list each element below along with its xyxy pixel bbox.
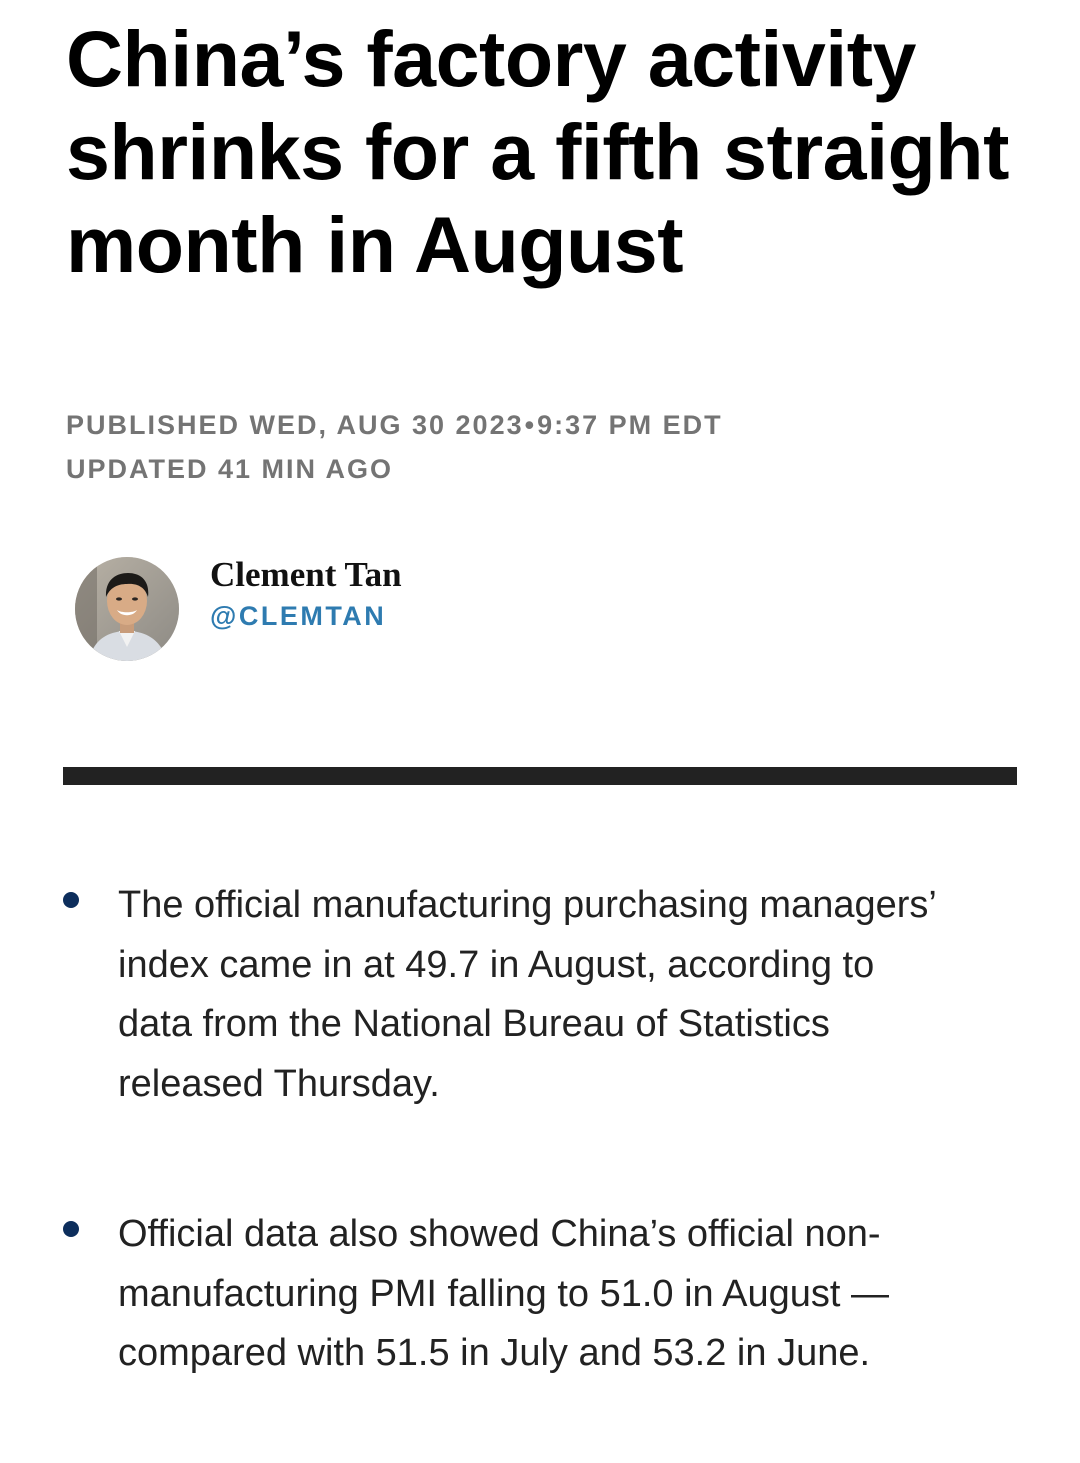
published-time: 9:37 PM EDT	[537, 410, 723, 440]
headline: China’s factory activity shrinks for a f…	[66, 14, 1009, 289]
author-name[interactable]: Clement Tan	[210, 555, 402, 594]
section-divider	[63, 767, 1017, 785]
key-point-text: The official manufacturing purchasing ma…	[118, 884, 936, 1105]
author-byline: Clement Tan @CLEMTAN	[75, 555, 675, 663]
author-twitter-handle[interactable]: @CLEMTAN	[210, 601, 387, 631]
updated-timestamp: UPDATED 41 MIN AGO	[66, 454, 394, 484]
author-photo-icon	[75, 557, 179, 661]
key-point-text: Official data also showed China’s offici…	[118, 1213, 889, 1374]
published-date: PUBLISHED WED, AUG 30 2023	[66, 410, 524, 440]
bullet-dot-icon	[63, 892, 79, 908]
bullet-dot-icon	[63, 1221, 79, 1237]
timestamp-separator: •	[524, 410, 537, 440]
published-timestamp: PUBLISHED WED, AUG 30 2023•9:37 PM EDT	[66, 409, 966, 441]
author-avatar[interactable]	[75, 557, 179, 661]
